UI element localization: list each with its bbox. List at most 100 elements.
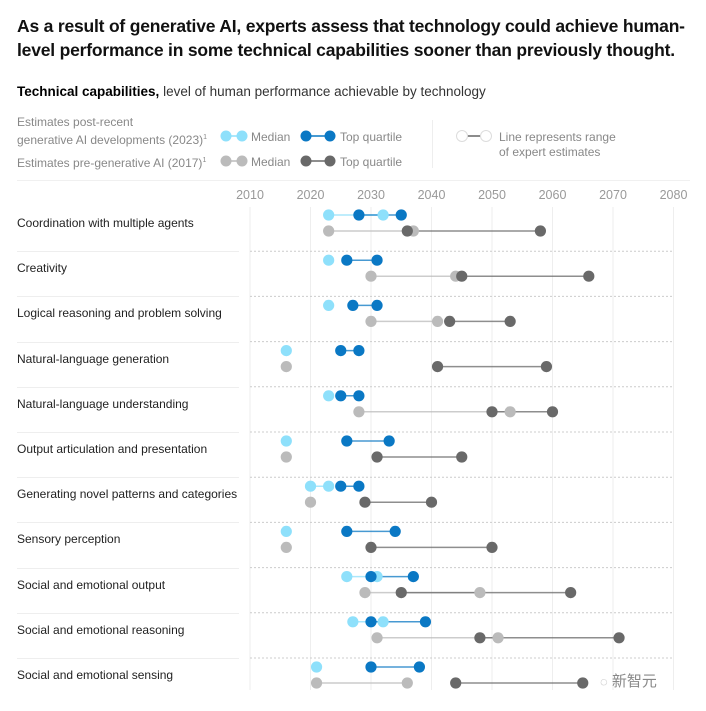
watermark: ◌ 新智元: [600, 670, 657, 691]
pre-top-point: [565, 587, 577, 599]
row-label: Creativity: [17, 261, 68, 276]
post-top-point: [335, 345, 347, 357]
x-tick-label: 2020: [296, 188, 325, 202]
post-median-point: [347, 616, 359, 628]
legend-divider: [432, 120, 433, 168]
row-label-divider: [17, 386, 239, 388]
post-median-point: [323, 480, 335, 492]
legend-range-line1: Line represents range: [499, 130, 616, 144]
post-median-point: [377, 209, 389, 221]
x-tick-label: 2050: [478, 188, 506, 202]
legend-pre-median-label: Median: [251, 155, 291, 169]
row-label: Logical reasoning and problem solving: [17, 306, 222, 321]
post-top-point: [353, 480, 365, 492]
post-median-point: [280, 435, 292, 447]
legend-pre-label: Estimates pre-generative AI (2017)1: [17, 153, 206, 171]
pre-top-point: [613, 632, 625, 644]
post-top-point: [365, 616, 377, 628]
pre-median-point: [474, 587, 486, 599]
pre-median-point: [280, 451, 292, 463]
x-tick-label: 2080: [659, 188, 688, 202]
pre-top-point: [365, 541, 377, 554]
pre-top-point: [431, 361, 444, 373]
subtitle-rest: level of human performance achievable by…: [159, 84, 486, 99]
row-label: Natural-language understanding: [17, 396, 189, 411]
pre-top-point: [534, 225, 547, 237]
post-top-point: [389, 525, 401, 538]
post-top-point: [335, 390, 347, 402]
x-tick-label: 2010: [236, 188, 264, 202]
legend-post-median-dot-start: [220, 130, 232, 142]
legend-pre-footnote: 1: [202, 157, 207, 164]
pre-top-point: [486, 406, 498, 418]
post-top-point: [341, 435, 353, 447]
pre-top-point: [425, 496, 438, 508]
pre-top-point: [450, 677, 462, 689]
post-median-point: [323, 254, 335, 266]
post-median-point: [280, 525, 292, 538]
row-label: Social and emotional output: [17, 577, 166, 592]
post-median-point: [323, 299, 335, 311]
row-label-divider: [17, 612, 239, 614]
pre-top-point: [504, 315, 516, 327]
row-label-divider: [17, 567, 239, 569]
pre-median-point: [310, 677, 323, 689]
pre-median-point: [401, 677, 413, 689]
row-label-divider: [17, 658, 239, 659]
post-median-point: [280, 345, 292, 357]
pre-top-point: [456, 270, 468, 282]
x-tick-label: 2040: [417, 188, 446, 202]
row-label: Coordination with multiple agents: [17, 216, 194, 230]
pre-median-point: [280, 541, 292, 554]
legend-pre-median-dot-end: [236, 155, 248, 167]
pre-top-point: [401, 225, 413, 237]
watermark-icon: ◌: [600, 674, 608, 689]
pre-median-point: [504, 406, 516, 418]
pre-top-point: [577, 677, 589, 689]
post-median-point: [377, 616, 389, 628]
post-top-point: [371, 299, 383, 311]
post-median-point: [304, 480, 317, 492]
pre-median-point: [431, 315, 444, 327]
x-tick-label: 2060: [538, 188, 567, 202]
pre-median-point: [353, 406, 365, 418]
pre-median-point: [365, 315, 377, 327]
legend-range-dot-start: [456, 130, 468, 142]
legend-post-median-dot-end: [236, 130, 248, 142]
pre-top-point: [456, 451, 468, 463]
legend-post-top-dot-end: [324, 130, 336, 142]
post-median-point: [323, 209, 335, 221]
pre-top-point: [583, 270, 595, 282]
post-top-point: [365, 661, 377, 673]
post-top-point: [347, 299, 359, 311]
post-top-point: [395, 209, 407, 221]
post-top-point: [383, 435, 395, 447]
post-top-point: [353, 390, 365, 402]
row-label-divider: [17, 341, 239, 343]
header-separator: [17, 180, 690, 181]
chart-title: As a result of generative AI, experts as…: [17, 16, 685, 60]
row-label-divider: [17, 251, 239, 253]
row-label: Generating novel patterns and categories: [17, 487, 238, 502]
pre-median-point: [371, 632, 383, 644]
legend-post-label: Estimates post-recent generative AI deve…: [17, 115, 207, 148]
legend-post-label-line2: generative AI developments (2023): [17, 133, 204, 147]
row-label-divider: [17, 477, 239, 479]
row-label: Natural-language generation: [17, 351, 170, 366]
legend-pre-top-dot-end: [324, 155, 336, 167]
row-label: Social and emotional sensing: [17, 668, 174, 682]
legend-range-dot-end: [480, 130, 492, 142]
post-top-point: [407, 571, 419, 583]
row-label-divider: [17, 296, 239, 298]
pre-median-point: [365, 270, 377, 282]
row-label-divider: [17, 432, 239, 433]
pre-top-point: [546, 406, 559, 418]
post-top-point: [353, 209, 365, 221]
legend-post-top-label: Top quartile: [340, 130, 403, 144]
x-tick-label: 2070: [599, 188, 627, 202]
pre-top-point: [486, 541, 498, 554]
post-top-point: [341, 254, 353, 266]
legend-post-footnote: 1: [203, 134, 208, 141]
row-label: Output articulation and presentation: [17, 442, 208, 456]
row-label: Sensory perception: [17, 532, 121, 547]
